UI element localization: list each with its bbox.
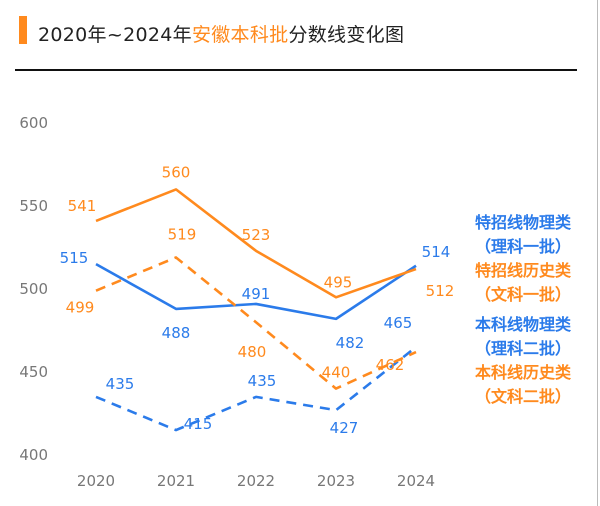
title-part-rest: 分数线变化图 [288, 24, 405, 46]
legend-sub: （理科二批） [474, 339, 571, 358]
legend-name: 特招线历史类 [474, 261, 571, 280]
series-line-1 [95, 262, 417, 321]
data-label: 499 [66, 299, 95, 317]
series-line-4 [95, 256, 417, 390]
data-label: 495 [324, 273, 353, 291]
data-label: 480 [238, 343, 267, 361]
x-tick-label: 2021 [157, 472, 195, 490]
x-tick-label: 2024 [397, 472, 435, 490]
y-tick-label: 450 [19, 363, 48, 381]
y-tick-label: 550 [19, 197, 48, 215]
x-tick-label: 2022 [237, 472, 275, 490]
legend-item: 特招线物理类 （理科一批） [448, 211, 598, 259]
data-label: 462 [376, 356, 405, 374]
data-label: 541 [68, 197, 97, 215]
y-tick-label: 600 [19, 114, 48, 132]
legend-sub: （文科二批） [474, 387, 571, 406]
legend-item: 特招线历史类 （文科一批） [448, 259, 598, 307]
x-tick-label: 2023 [317, 472, 355, 490]
chart-title: 2020年~2024年安徽本科批分数线变化图 [38, 20, 404, 47]
data-label: 519 [168, 225, 197, 243]
data-label: 465 [384, 314, 413, 332]
title-divider [15, 69, 577, 71]
y-tick-label: 500 [19, 280, 48, 298]
data-label: 415 [184, 415, 213, 433]
legend-name: 本科线物理类 [474, 315, 571, 334]
data-label: 491 [242, 285, 271, 303]
data-label: 482 [336, 334, 365, 352]
series-line-2 [95, 188, 417, 299]
data-label: 427 [330, 419, 359, 437]
data-label: 512 [426, 282, 455, 300]
data-label: 560 [162, 163, 191, 181]
y-tick-label: 400 [19, 446, 48, 464]
title-part-highlight: 安徽本科批 [191, 24, 289, 46]
legend-sub: （理科一批） [474, 237, 571, 256]
data-label: 488 [162, 324, 191, 342]
legend-name: 本科线历史类 [474, 363, 571, 382]
title-accent-bar [19, 16, 27, 44]
x-tick-label: 2020 [77, 472, 115, 490]
legend-item: 本科线历史类 （文科二批） [448, 361, 598, 409]
data-label: 515 [60, 249, 89, 267]
legend-sub: （文科一批） [474, 285, 571, 304]
data-label: 435 [106, 375, 135, 393]
legend-name: 特招线物理类 [474, 213, 571, 232]
data-label: 440 [322, 364, 351, 382]
data-label: 523 [242, 226, 271, 244]
title-part-years: 2020年~2024年 [38, 24, 192, 46]
legend-item: 本科线物理类 （理科二批） [448, 313, 598, 361]
data-label: 435 [248, 372, 277, 390]
right-border [597, 0, 598, 506]
data-label: 514 [422, 243, 451, 261]
series-line-3 [95, 346, 417, 432]
